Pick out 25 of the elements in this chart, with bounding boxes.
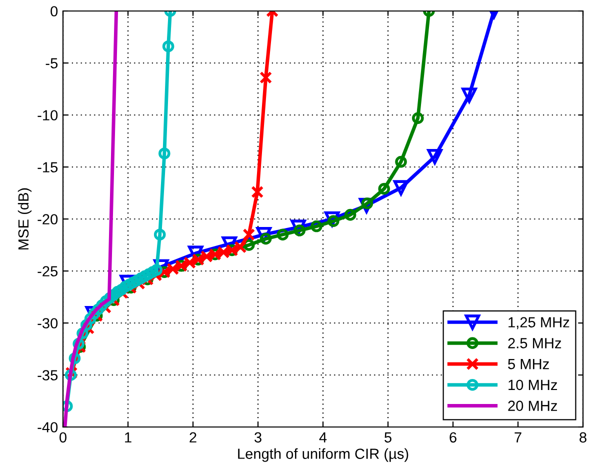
legend-label: 10 MHz bbox=[508, 380, 557, 390]
x-tick-label: 2 bbox=[190, 432, 196, 442]
x-tick-label: 3 bbox=[254, 432, 262, 443]
y-tick-label: -15 bbox=[38, 162, 58, 172]
y-tick-label: -40 bbox=[38, 422, 58, 432]
x-tick-label: 8 bbox=[580, 432, 586, 443]
legend-label: 5 MHz bbox=[508, 359, 549, 370]
x-tick-label: 5 bbox=[384, 432, 392, 443]
x-tick-label: 6 bbox=[450, 432, 456, 443]
x-tick-label: 4 bbox=[319, 432, 327, 442]
y-tick-label: -25 bbox=[38, 266, 58, 276]
y-axis-title: MSE (dB) bbox=[18, 188, 32, 250]
x-tick-label: 0 bbox=[60, 432, 66, 443]
legend-label: 1,25 MHz bbox=[508, 317, 570, 330]
x-tick-label: 1 bbox=[125, 432, 132, 442]
y-tick-label: 0 bbox=[50, 6, 58, 16]
y-tick-label: -20 bbox=[38, 214, 58, 224]
y-tick-label: -30 bbox=[38, 318, 58, 328]
x-tick-label: 7 bbox=[514, 432, 522, 442]
y-tick-label: -35 bbox=[38, 370, 58, 380]
legend-label: 20 MHz bbox=[508, 400, 557, 411]
y-tick-label: -10 bbox=[38, 110, 58, 120]
x-axis-title: Length of uniform CIR (µs) bbox=[238, 448, 408, 462]
legend-label: 2.5 MHz bbox=[508, 338, 562, 348]
y-tick-label: -5 bbox=[46, 58, 58, 68]
